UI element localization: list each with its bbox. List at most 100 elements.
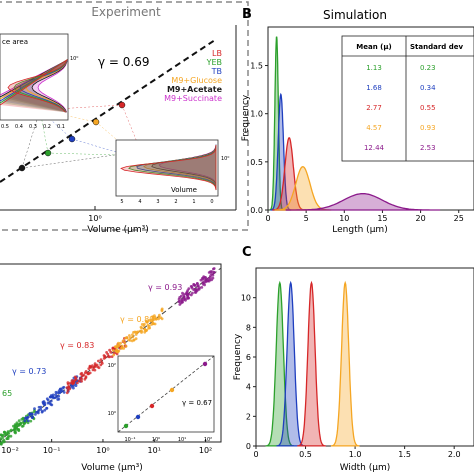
d-point-3-58 [124, 344, 128, 348]
d-point-3-42 [131, 333, 134, 337]
panel-b-title: Simulation [323, 8, 387, 22]
d-cluster-label-2: γ = 0.83 [60, 341, 94, 350]
panel-a-xlabel: Volume (μm³) [87, 225, 148, 235]
d-point-3-45 [128, 336, 132, 340]
inset-left-xtick-1: 0.4 [15, 124, 23, 130]
d-point-0-27 [13, 423, 17, 426]
inset-right-xtick-0: 5 [120, 199, 123, 205]
inset-left-xtick-3: 0.2 [43, 124, 51, 130]
d-point-4-26 [192, 288, 196, 292]
d-point-3-7 [131, 335, 135, 339]
d-point-2-84 [94, 364, 97, 367]
panel-b-ticks: 0 5 10 15 20 25 0.0 0.5 1.0 1.5 [250, 62, 464, 223]
d-inset-point-2 [149, 403, 155, 409]
d-point-2-54 [79, 376, 83, 380]
d-point-0-60 [15, 421, 19, 425]
d-point-0-71 [9, 434, 13, 438]
d-point-4-70 [212, 271, 216, 274]
d-point-1-86 [57, 389, 61, 393]
d-point-1-14 [34, 413, 37, 416]
d-xtick-label-3: 10¹ [148, 446, 161, 455]
inset-right-curve-5 [120, 144, 217, 191]
d-point-2-62 [108, 348, 111, 352]
panel-c-xlabel: Width (μm) [340, 463, 391, 473]
inset-right-frame [115, 139, 219, 197]
inset-left-xtick-0: 0.5 [1, 124, 9, 130]
d-xtick-label-1: 10⁻¹ [43, 446, 61, 455]
d-point-2-86 [87, 367, 91, 370]
d-point-4-30 [200, 286, 204, 289]
legend-entry-4: M9+Acetate [167, 85, 223, 94]
d-point-1-53 [53, 396, 57, 399]
d-point-2-28 [91, 368, 95, 372]
d-point-3-35 [121, 344, 124, 348]
d-point-3-72 [139, 325, 143, 329]
panel-a-gamma-label: γ = 0.69 [98, 55, 150, 69]
b-ytick-label-3: 1.5 [250, 62, 263, 71]
d-point-4-83 [204, 276, 207, 279]
d-point-0-65 [2, 430, 6, 434]
d-point-1-47 [31, 415, 34, 419]
marker-0 [18, 164, 26, 172]
inset-right-xtick-5: 0 [210, 199, 213, 205]
d-point-2-81 [107, 355, 110, 359]
panel-c-letter: C [242, 245, 252, 260]
panel-a-inset-left: ce area 10⁰ 0.5 0.4 0.3 0.2 0.1 [0, 33, 78, 130]
inset-left-ytick: 10⁰ [70, 56, 78, 62]
inset-right-xtick-3: 2 [174, 199, 177, 205]
guide-left-2 [39, 109, 73, 140]
inset-left-xtick-2: 0.3 [29, 124, 37, 130]
d-point-0-88 [17, 429, 21, 432]
panel-b: B Simulation Frequency Length (μm) 0 5 10 1… [241, 7, 474, 235]
d-point-3-84 [160, 309, 164, 313]
d-inset-xtick-2: 10¹ [178, 437, 186, 443]
stats-row-sd-1: 0.34 [420, 84, 436, 92]
panel-b-letter: B [242, 7, 252, 22]
panel-c-ylabel: Frequency [233, 333, 243, 380]
inset-left-curves [0, 58, 69, 113]
d-point-0-81 [1, 441, 5, 444]
d-point-1-76 [48, 401, 52, 405]
d-point-0-66 [20, 417, 24, 421]
d-point-1-81 [56, 398, 60, 401]
d-point-0-78 [13, 426, 17, 430]
c-xtick-label-2: 1.0 [349, 450, 362, 459]
c-curve-0 [265, 280, 295, 447]
guide-right-0 [21, 149, 151, 169]
inset-right-ytick: 10⁰ [221, 156, 229, 162]
d-point-3-88 [159, 316, 163, 319]
stats-row-mean-4: 12.44 [364, 144, 385, 152]
panel-a-title: Experiment [91, 5, 161, 19]
panel-a-markers [18, 101, 126, 172]
d-point-0-73 [6, 431, 10, 434]
d-xtick-label-4: 10² [199, 446, 212, 455]
d-point-4-60 [179, 294, 183, 298]
stats-row-sd-3: 0.93 [420, 124, 436, 132]
stats-row-mean-0: 1.13 [366, 64, 382, 72]
guide-right-4 [121, 104, 151, 175]
c-curve-2 [297, 280, 326, 447]
d-point-2-78 [99, 358, 103, 361]
marker-3 [92, 118, 100, 126]
d-point-4-81 [210, 278, 214, 282]
d-point-0-62 [0, 437, 2, 440]
d-point-3-86 [151, 315, 155, 318]
panel-b-stats-table: Mean (μ) Standard dev 1.13 0.23 1.68 0.34 2.… [341, 35, 474, 162]
d-point-1-88 [24, 416, 27, 420]
d-point-2-44 [80, 379, 83, 383]
c-curve-1 [276, 280, 305, 447]
d-point-2-71 [84, 376, 88, 379]
marker-2 [68, 135, 76, 143]
panel-b-xlabel: Length (μm) [332, 225, 387, 235]
d-point-3-0 [127, 334, 131, 337]
d-point-1-63 [43, 408, 47, 412]
d-point-1-72 [23, 419, 27, 423]
d-point-3-83 [112, 353, 116, 357]
panel-a-frame [0, 1, 249, 231]
stats-row-mean-3: 4.57 [366, 124, 382, 132]
c-ytick-label-4: 8 [246, 323, 251, 332]
d-point-1-68 [37, 409, 41, 412]
c-xtick-label-4: 2.0 [448, 450, 461, 459]
d-point-3-87 [134, 330, 138, 334]
